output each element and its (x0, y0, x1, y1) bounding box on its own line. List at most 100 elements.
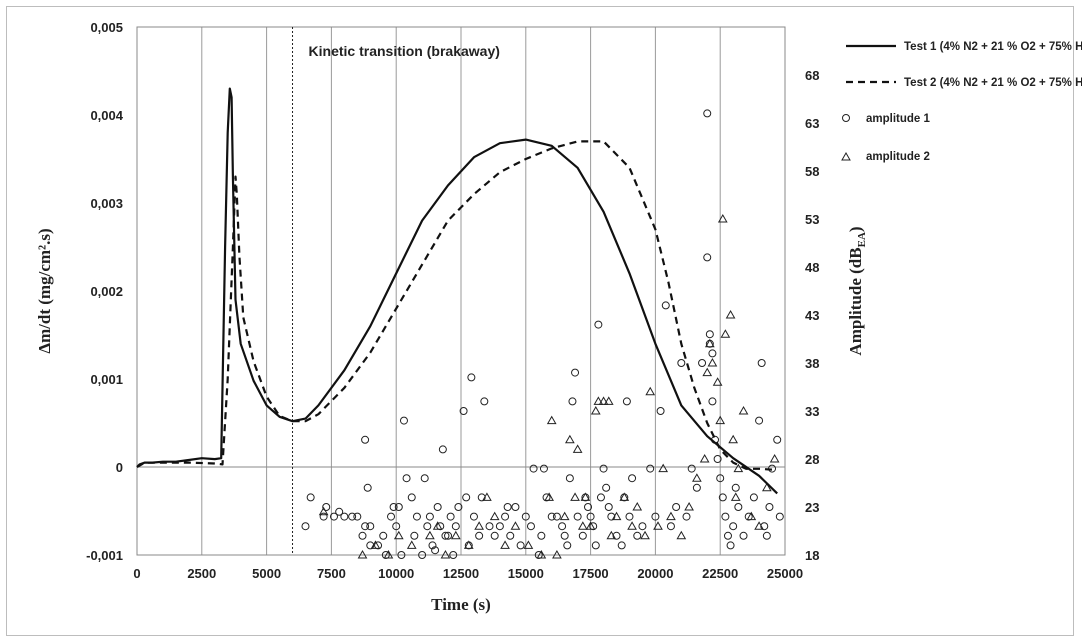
amplitude1-point (586, 512, 595, 521)
x-tick-label: 15000 (508, 566, 544, 581)
amplitude1-point (363, 483, 372, 492)
amplitude2-point (432, 521, 443, 530)
chart-frame (6, 6, 1074, 636)
amplitude1-point (340, 512, 349, 521)
amplitude2-point (450, 530, 461, 540)
amplitude2-point (565, 434, 575, 444)
amplitude1-point (731, 483, 740, 492)
y-left-tick-label: 0,001 (90, 372, 123, 387)
x-axis-title: Time (s) (431, 595, 491, 614)
amplitude2-point (536, 549, 547, 559)
amplitude2-point (489, 511, 500, 521)
amplitude1-point (423, 522, 432, 531)
amplitude2-point (769, 453, 780, 463)
amplitude1-point (389, 503, 398, 511)
amplitude2-point (619, 492, 630, 501)
y-right-axis-title-sub: EA (856, 232, 868, 247)
amplitude1-point (438, 445, 447, 454)
amplitude1-point (379, 531, 388, 540)
amplitude1-point (716, 474, 725, 483)
x-tick-label: 5000 (252, 566, 281, 581)
amplitude1-point (573, 512, 582, 521)
legend-amplitude1-marker (842, 114, 850, 122)
amplitude1-point (361, 522, 370, 531)
x-tick-label: 2500 (187, 566, 216, 581)
amplitude1-point (418, 551, 427, 559)
amplitude2-point (590, 405, 601, 415)
y-right-tick-label: 23 (805, 500, 819, 515)
amplitude1-point (723, 531, 732, 540)
amplitude2-point (425, 530, 435, 540)
legend-test1-label: Test 1 (4% N2 + 21 % O2 + 75% He) (904, 41, 1082, 53)
amplitude2-point (510, 521, 521, 530)
amplitude1-point (329, 512, 338, 521)
amplitude1-point (503, 503, 512, 511)
amplitude2-point (645, 386, 656, 396)
amplitude1-point (387, 512, 396, 521)
amplitude1-point (495, 522, 504, 531)
amplitude1-point (425, 512, 434, 521)
y-left-tick-label: 0,004 (90, 108, 123, 123)
amplitude1-point (475, 531, 484, 540)
amplitude1-point (441, 531, 450, 540)
amplitude2-point (684, 501, 694, 511)
amplitude1-point (462, 493, 471, 502)
amplitude1-point (571, 368, 580, 377)
amplitude2-point (370, 540, 381, 549)
amplitude1-point (521, 512, 530, 521)
plot-area (136, 26, 786, 556)
amplitude1-point (607, 512, 616, 521)
amplitude1-point (366, 522, 375, 531)
amplitude1-point (348, 512, 357, 521)
y-left-tick-labels: -0,001 0 0,001 0,002 0,003 0,004 0,005 (86, 20, 124, 563)
x-tick-label: 17500 (573, 566, 609, 581)
grid (201, 27, 721, 555)
amplitude1-point (552, 512, 561, 521)
amplitude2-point (383, 549, 394, 559)
amplitude1-point (366, 541, 375, 550)
amplitude1-point (666, 522, 675, 531)
amplitude1-point (708, 349, 717, 358)
amplitude1-point (602, 483, 611, 492)
x-tick-labels: 0 2500 5000 7500 10000 12500 15000 17500 20000 22… (133, 566, 803, 581)
amplitude2-point (658, 463, 669, 473)
amplitude1-point (526, 522, 535, 531)
amplitude1-point (622, 397, 631, 406)
amplitude2-point (593, 396, 604, 405)
amplitude1-point (677, 359, 686, 367)
amplitude1-point (467, 373, 476, 382)
legend-amplitude2-label: amplitude 2 (866, 151, 930, 163)
amplitude2-point (603, 396, 614, 405)
amplitude1-point (762, 531, 771, 540)
amplitude1-point (705, 330, 714, 339)
y-left-tick-label: 0,005 (90, 20, 123, 35)
test1-line (136, 87, 778, 495)
amplitude1-point (578, 531, 587, 540)
amplitude1-point (718, 493, 727, 502)
amplitude2-point (544, 492, 554, 501)
amplitude2-point (474, 521, 485, 530)
amplitude1-point (703, 253, 712, 262)
amplitude1-point (547, 512, 556, 521)
amplitude1-point (661, 301, 670, 310)
amplitude1-point (703, 109, 712, 118)
legend-amplitude2-marker (841, 151, 851, 161)
y-right-tick-label: 33 (805, 404, 819, 419)
amplitude1-point (584, 503, 593, 511)
amplitude2-point (598, 396, 609, 405)
amplitude2-point (580, 492, 591, 501)
amplitude1-point (490, 531, 499, 540)
amplitude2-point (666, 511, 676, 521)
series-lines (136, 87, 778, 495)
y-left-tick-label: 0 (116, 460, 123, 475)
amplitude1-point (594, 320, 603, 329)
amplitude1-point (633, 531, 642, 540)
amplitude2-point (702, 367, 713, 377)
y-right-tick-label: 58 (805, 164, 819, 179)
amplitude2-point (725, 309, 736, 319)
legend: Test 1 (4% N2 + 21 % O2 + 75% He) Test 2… (841, 41, 1082, 163)
amplitude1-point (428, 541, 437, 550)
amplitude1-point (651, 512, 660, 521)
amplitude2-point (707, 357, 718, 367)
amplitude1-point (656, 407, 665, 415)
